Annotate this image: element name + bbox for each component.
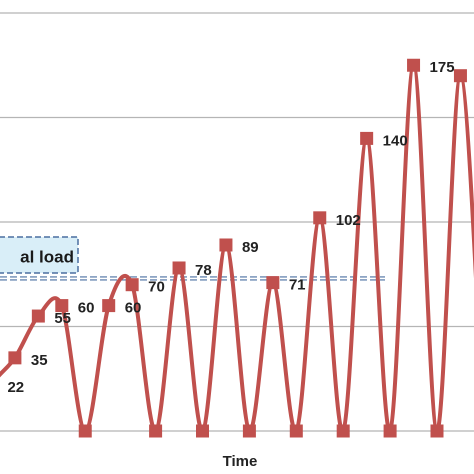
x-axis-label: Time	[223, 453, 258, 470]
marker	[407, 58, 421, 72]
marker	[266, 276, 280, 290]
data-label: 78	[195, 262, 212, 279]
marker	[430, 424, 444, 438]
marker	[289, 424, 303, 438]
marker	[55, 299, 69, 313]
annotation-box	[0, 236, 79, 274]
data-label: 60	[125, 300, 142, 317]
data-label: 71	[289, 277, 306, 294]
grid	[0, 12, 474, 432]
marker	[242, 424, 256, 438]
marker	[196, 424, 209, 438]
annotation: al load	[20, 247, 74, 266]
marker	[313, 211, 327, 225]
data-label: 175	[430, 59, 455, 76]
marker	[31, 309, 45, 323]
plot: 0223555606070788971102140175	[0, 58, 474, 438]
marker	[125, 278, 139, 292]
marker	[360, 131, 374, 145]
marker	[336, 424, 350, 438]
marker	[102, 299, 116, 313]
data-label: 102	[336, 212, 361, 229]
data-label: 70	[148, 279, 165, 296]
marker	[453, 69, 467, 83]
data-label: 22	[7, 379, 24, 396]
marker	[149, 424, 163, 438]
data-label: 35	[31, 352, 48, 369]
marker	[219, 238, 233, 252]
marker	[383, 424, 397, 438]
data-label: 60	[78, 300, 95, 317]
data-label: 89	[242, 239, 259, 256]
data-label: 55	[54, 310, 71, 327]
marker	[78, 424, 92, 438]
data-label: 140	[383, 132, 408, 149]
marker	[8, 351, 22, 365]
marker	[172, 261, 186, 275]
